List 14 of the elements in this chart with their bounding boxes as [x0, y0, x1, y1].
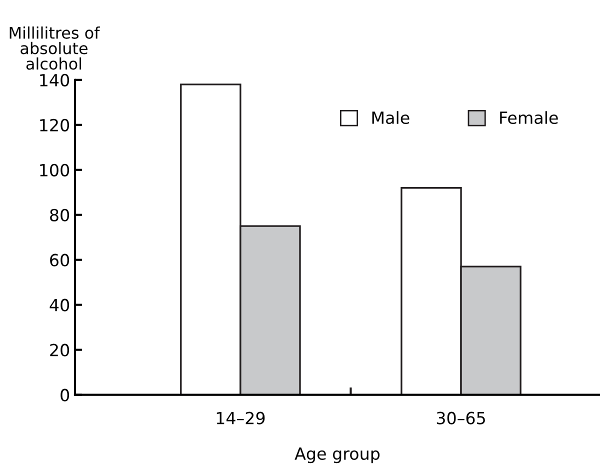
x-axis-title: Age group [294, 448, 380, 464]
y-tick-label: 40 [50, 298, 70, 312]
y-tick-label: 60 [50, 254, 70, 266]
x-tick-label: 14–29 [216, 412, 265, 424]
legend-label: Female [500, 111, 558, 124]
y-tick-label: 140 [40, 74, 70, 86]
y-axis-title: Millilitres of absolute alcohol [10, 26, 100, 70]
y-tick-label: 80 [50, 208, 70, 222]
y-tick-label: 0 [60, 388, 70, 402]
x-tick-label: 30–65 [436, 412, 485, 424]
y-tick-label: 100 [40, 164, 70, 176]
y-tick-label: 20 [50, 344, 70, 356]
legend-label: Male [372, 111, 410, 124]
y-tick-label: 120 [40, 118, 70, 132]
